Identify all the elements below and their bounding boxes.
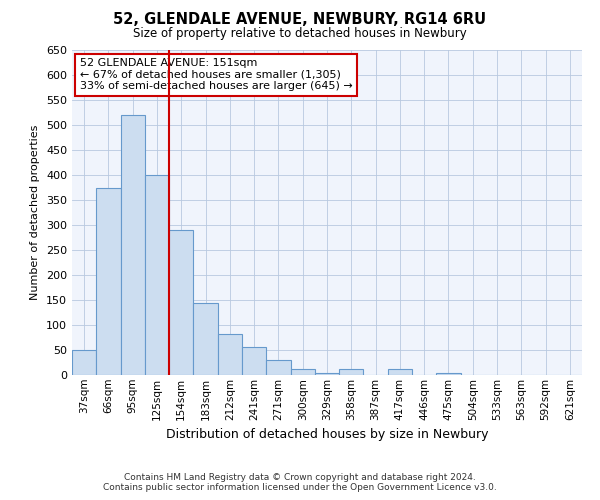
Bar	[266, 360, 290, 375]
Bar	[242, 346, 266, 375]
Text: Contains HM Land Registry data © Crown copyright and database right 2024.
Contai: Contains HM Land Registry data © Crown c…	[103, 473, 497, 492]
Bar	[121, 115, 145, 375]
Text: Size of property relative to detached houses in Newbury: Size of property relative to detached ho…	[133, 28, 467, 40]
Bar	[169, 230, 193, 375]
Bar	[461, 374, 485, 375]
Text: 52 GLENDALE AVENUE: 151sqm
← 67% of detached houses are smaller (1,305)
33% of s: 52 GLENDALE AVENUE: 151sqm ← 67% of deta…	[80, 58, 352, 92]
Bar	[193, 302, 218, 375]
Y-axis label: Number of detached properties: Number of detached properties	[31, 125, 40, 300]
Bar	[339, 369, 364, 375]
Bar	[412, 374, 436, 375]
Bar	[218, 334, 242, 375]
Bar	[315, 372, 339, 375]
Bar	[388, 369, 412, 375]
Text: 52, GLENDALE AVENUE, NEWBURY, RG14 6RU: 52, GLENDALE AVENUE, NEWBURY, RG14 6RU	[113, 12, 487, 28]
Bar	[436, 372, 461, 375]
X-axis label: Distribution of detached houses by size in Newbury: Distribution of detached houses by size …	[166, 428, 488, 441]
Bar	[290, 369, 315, 375]
Bar	[145, 175, 169, 375]
Bar	[96, 188, 121, 375]
Bar	[72, 350, 96, 375]
Bar	[364, 374, 388, 375]
